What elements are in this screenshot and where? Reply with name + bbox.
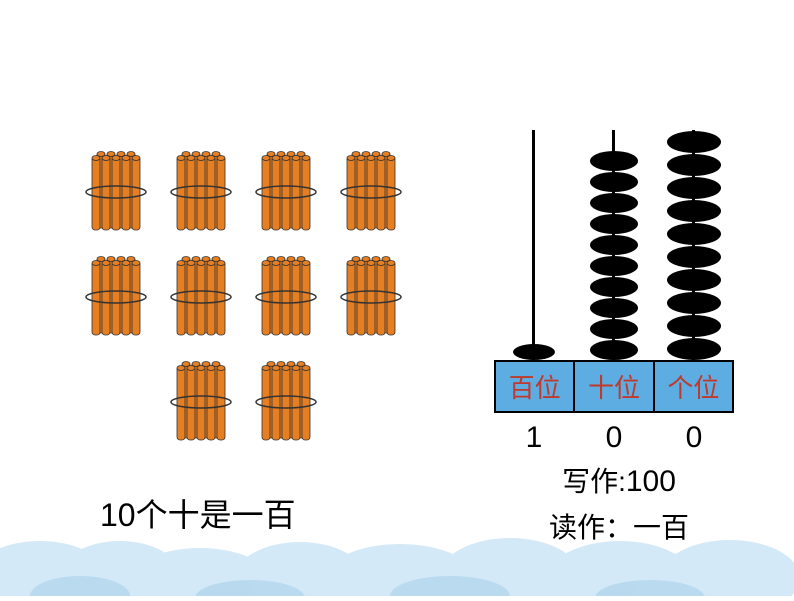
abacus-bead	[590, 277, 638, 297]
stick-bundle	[85, 150, 140, 230]
abacus-bead	[667, 154, 721, 176]
abacus-bead	[590, 172, 638, 192]
digit-ones: 0	[654, 421, 734, 455]
abacus-area: 百位 十位 个位 1 0 0	[494, 125, 734, 455]
abacus-bead	[667, 315, 721, 337]
abacus-rods	[494, 125, 734, 360]
write-value: 100	[626, 465, 676, 498]
stick-bundle	[255, 150, 310, 230]
stick-bundle	[170, 255, 225, 335]
stick-bundle	[255, 255, 310, 335]
abacus-bead	[590, 151, 638, 171]
stick-bundle	[340, 255, 395, 335]
stick-bundle	[170, 150, 225, 230]
bundles-caption: 10个十是一百	[100, 490, 296, 536]
abacus-bead	[590, 298, 638, 318]
abacus-bead	[590, 256, 638, 276]
bundle-row	[70, 150, 410, 230]
bundles-area	[70, 150, 410, 465]
abacus-bead	[667, 269, 721, 291]
digit-hundreds: 1	[494, 421, 574, 455]
bundle-row	[70, 360, 410, 440]
abacus-bead	[590, 214, 638, 234]
read-label: 读作：	[549, 512, 633, 543]
place-box-tens: 十位	[575, 362, 654, 411]
abacus-bead	[667, 223, 721, 245]
abacus-bead	[590, 340, 638, 360]
read-value: 一百	[633, 512, 689, 543]
digit-tens: 0	[574, 421, 654, 455]
write-read-area: 写作:100 读作：一百	[494, 460, 744, 552]
place-box-ones: 个位	[655, 362, 732, 411]
abacus-bead	[667, 246, 721, 268]
abacus-bead	[667, 177, 721, 199]
abacus-bead	[590, 193, 638, 213]
abacus-bead	[667, 200, 721, 222]
stick-bundle	[85, 255, 140, 335]
abacus-bead	[667, 292, 721, 314]
write-line: 写作:100	[494, 460, 744, 500]
place-box-hundreds: 百位	[496, 362, 575, 411]
stick-bundle	[340, 150, 395, 230]
abacus-bead	[667, 131, 721, 153]
digits-row: 1 0 0	[494, 421, 734, 455]
abacus-bead	[513, 344, 555, 360]
abacus-bead	[590, 235, 638, 255]
abacus-rod	[532, 130, 535, 360]
abacus-bead	[667, 338, 721, 360]
bundle-row	[70, 255, 410, 335]
write-label: 写作:	[562, 466, 626, 497]
stick-bundle	[255, 360, 310, 440]
stick-bundle	[170, 360, 225, 440]
read-line: 读作：一百	[494, 506, 744, 546]
abacus-bead	[590, 319, 638, 339]
place-value-boxes: 百位 十位 个位	[494, 360, 734, 413]
